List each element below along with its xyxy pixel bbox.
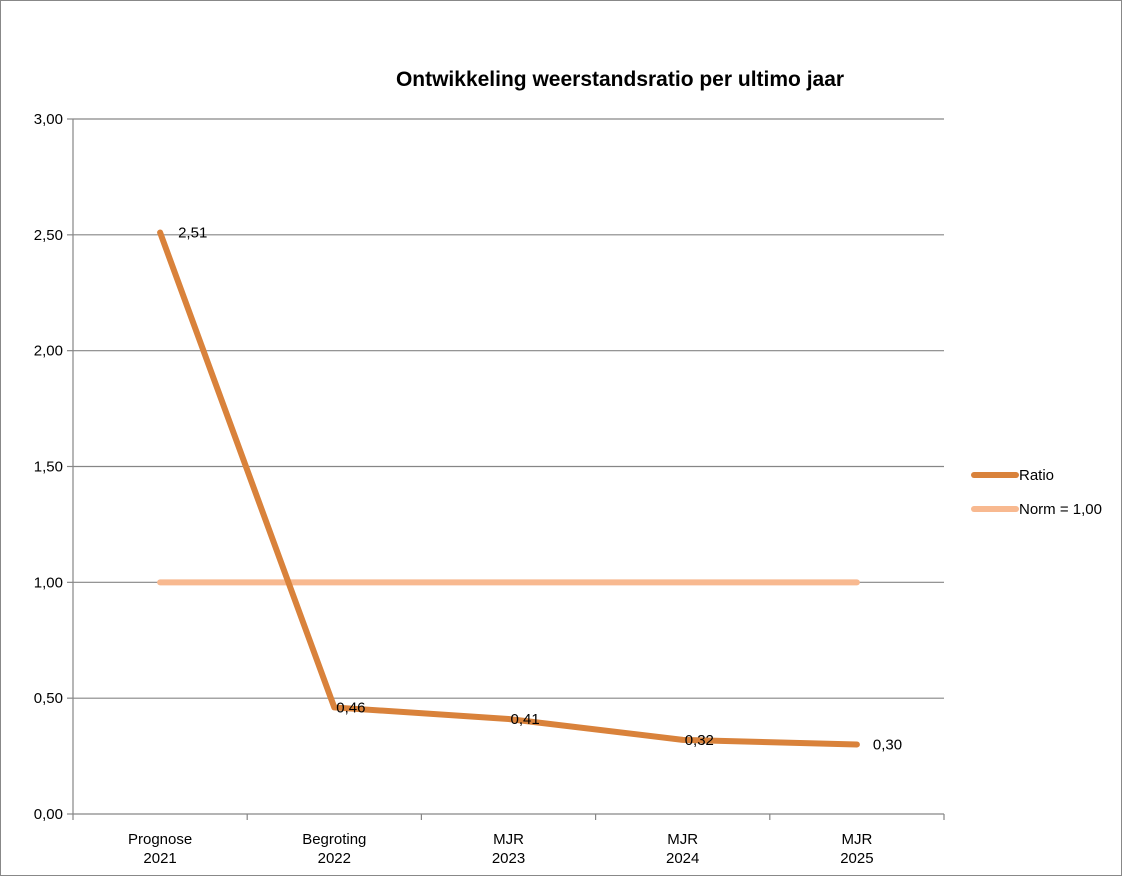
data-labels: 2,51 0,46 0,41 0,32 0,30 bbox=[178, 225, 902, 754]
legend-label: Ratio bbox=[1019, 467, 1054, 484]
y-tick-label: 2,50 bbox=[34, 227, 63, 244]
chart-title: Ontwikkeling weerstandsratio per ultimo … bbox=[396, 68, 844, 91]
x-category-label: Begroting 2022 bbox=[302, 831, 366, 867]
gridlines bbox=[73, 118, 944, 699]
y-tick-label: 2,00 bbox=[34, 343, 63, 360]
series-line bbox=[157, 229, 860, 748]
data-label: 0,41 bbox=[511, 711, 540, 728]
x-category-label: MJR 2025 bbox=[840, 831, 873, 867]
y-tick-label: 0,50 bbox=[34, 690, 63, 707]
y-tick-label: 3,00 bbox=[34, 111, 63, 128]
x-category-label: Prognose 2021 bbox=[128, 831, 192, 867]
legend-label: Norm = 1,00 bbox=[1019, 501, 1102, 518]
axes: 0,00 0,50 1,00 1,50 2,00 2,50 3,00 Prognose 2021… bbox=[34, 111, 945, 867]
y-tick-label: 1,00 bbox=[34, 574, 63, 591]
data-label: 2,51 bbox=[178, 225, 207, 242]
x-category-label: MJR 2023 bbox=[492, 831, 525, 867]
data-label: 0,46 bbox=[336, 699, 365, 716]
y-tick-label: 0,00 bbox=[34, 806, 63, 823]
data-label: 0,32 bbox=[685, 732, 714, 749]
data-label: 0,30 bbox=[873, 737, 902, 754]
series bbox=[157, 229, 860, 748]
legend: Ratio Norm = 1,00 bbox=[971, 467, 1102, 518]
y-tick-label: 1,50 bbox=[34, 459, 63, 476]
x-category-label: MJR 2024 bbox=[666, 831, 699, 867]
